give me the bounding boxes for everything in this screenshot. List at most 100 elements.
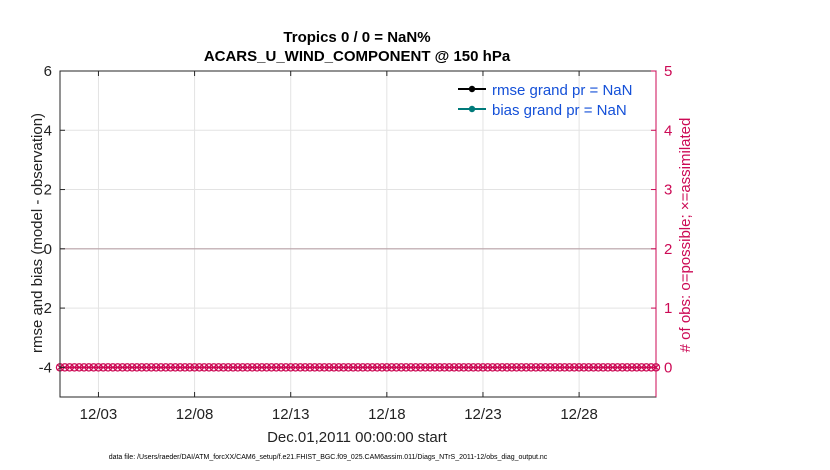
obs-possible-marker: [603, 363, 613, 372]
legend-rmse-marker: [468, 85, 476, 93]
obs-possible-marker: [560, 363, 569, 372]
obs-possible-marker: [300, 363, 310, 372]
obs-possible-marker: [550, 363, 560, 372]
grid: [60, 70, 656, 397]
obs-possible-marker: [305, 363, 315, 372]
y-axis-left-label: rmse and bias (model - observation): [29, 113, 46, 353]
obs-series: [55, 363, 661, 372]
obs-possible-marker: [522, 363, 531, 372]
obs-possible-marker: [99, 363, 108, 372]
legend-bias-marker: [468, 105, 476, 113]
obs-possible-marker: [541, 363, 550, 372]
obs-possible-marker: [478, 363, 488, 372]
y-right-tick-label: 1: [664, 300, 672, 317]
obs-possible-marker: [272, 363, 281, 372]
obs-possible-marker: [358, 363, 368, 372]
obs-possible-marker: [70, 363, 79, 372]
x-axis-label: Dec.01,2011 00:00:00 start: [267, 429, 448, 446]
obs-possible-marker: [286, 363, 295, 372]
y-left-tick-label: -2: [39, 300, 52, 317]
y-right-tick-label: 5: [664, 63, 672, 80]
chart-title-line2: ACARS_U_WIND_COMPONENT @ 150 hPa: [204, 48, 511, 65]
y-axis-left: 6 4 2 0 -2 -4: [39, 63, 65, 376]
obs-possible-marker: [483, 363, 492, 372]
obs-possible-marker: [89, 363, 98, 372]
obs-possible-marker: [113, 363, 122, 372]
obs-possible-marker: [411, 363, 420, 372]
y-axis-right-label: # of obs: o=possible; ×=assimilated: [677, 118, 694, 353]
obs-possible-marker: [118, 363, 127, 372]
obs-possible-marker: [310, 363, 319, 372]
obs-possible-marker: [363, 363, 372, 372]
obs-possible-marker: [320, 363, 329, 372]
obs-possible-marker: [262, 363, 271, 372]
x-tick-label: 12/03: [80, 406, 118, 423]
obs-possible-marker: [574, 363, 584, 372]
legend: rmse grand pr = NaN bias grand pr = NaN: [458, 82, 632, 119]
obs-possible-marker: [127, 363, 137, 372]
obs-possible-marker: [75, 363, 84, 372]
obs-possible-marker: [348, 363, 358, 372]
obs-possible-marker: [315, 363, 324, 372]
obs-possible-marker: [344, 363, 353, 372]
data-file-footer: data file: /Users/raeder/DAI/ATM_forcXX/…: [109, 454, 548, 461]
obs-possible-marker: [502, 363, 512, 372]
obs-possible-marker: [565, 363, 574, 372]
obs-possible-marker: [224, 363, 233, 372]
obs-possible-marker: [608, 363, 617, 372]
obs-possible-marker: [377, 363, 387, 372]
obs-possible-marker: [469, 363, 478, 372]
legend-bias-label: bias grand pr = NaN: [492, 102, 627, 119]
obs-possible-marker: [594, 363, 603, 372]
obs-possible-marker: [397, 363, 406, 372]
obs-possible-marker: [632, 363, 641, 372]
obs-possible-marker: [329, 363, 339, 372]
obs-possible-marker: [108, 363, 118, 372]
obs-possible-marker: [161, 363, 170, 372]
obs-possible-marker: [204, 363, 214, 372]
y-left-tick-label: -4: [39, 359, 52, 376]
obs-possible-marker: [142, 363, 151, 372]
obs-possible-marker: [281, 363, 291, 372]
y-right-tick-label: 2: [664, 241, 672, 258]
obs-possible-marker: [459, 363, 468, 372]
obs-possible-marker: [493, 363, 502, 372]
obs-possible-marker: [435, 363, 444, 372]
obs-possible-marker: [440, 363, 449, 372]
obs-possible-marker: [507, 363, 517, 372]
obs-possible-marker: [613, 363, 622, 372]
y-left-tick-label: 2: [44, 182, 52, 199]
x-tick-label: 12/23: [464, 406, 502, 423]
obs-possible-marker: [584, 363, 593, 372]
obs-possible-marker: [147, 363, 156, 372]
plot-area: [59, 70, 657, 398]
x-tick-label: 12/28: [560, 406, 598, 423]
obs-possible-marker: [387, 363, 396, 372]
obs-possible-marker: [79, 363, 89, 372]
obs-possible-marker: [598, 363, 608, 372]
x-tick-label: 12/13: [272, 406, 310, 423]
obs-possible-marker: [546, 363, 555, 372]
obs-possible-marker: [445, 363, 454, 372]
obs-possible-marker: [137, 363, 146, 372]
obs-possible-marker: [175, 363, 185, 372]
obs-possible-marker: [368, 363, 377, 372]
obs-possible-marker: [497, 363, 507, 372]
obs-possible-marker: [579, 363, 589, 372]
obs-possible-marker: [589, 363, 598, 372]
obs-possible-marker: [416, 363, 425, 372]
obs-possible-marker: [94, 363, 103, 372]
obs-possible-marker: [219, 363, 228, 372]
obs-possible-marker: [103, 363, 113, 372]
obs-possible-marker: [488, 363, 497, 372]
obs-possible-marker: [570, 363, 579, 372]
obs-possible-marker: [248, 363, 257, 372]
obs-possible-marker: [454, 363, 464, 372]
x-tick-label: 12/18: [368, 406, 406, 423]
obs-possible-marker: [526, 363, 536, 372]
chart-title-line1: Tropics 0 / 0 = NaN%: [283, 29, 430, 46]
obs-possible-marker: [180, 363, 190, 372]
obs-possible-marker: [531, 363, 541, 372]
obs-possible-marker: [334, 363, 343, 372]
